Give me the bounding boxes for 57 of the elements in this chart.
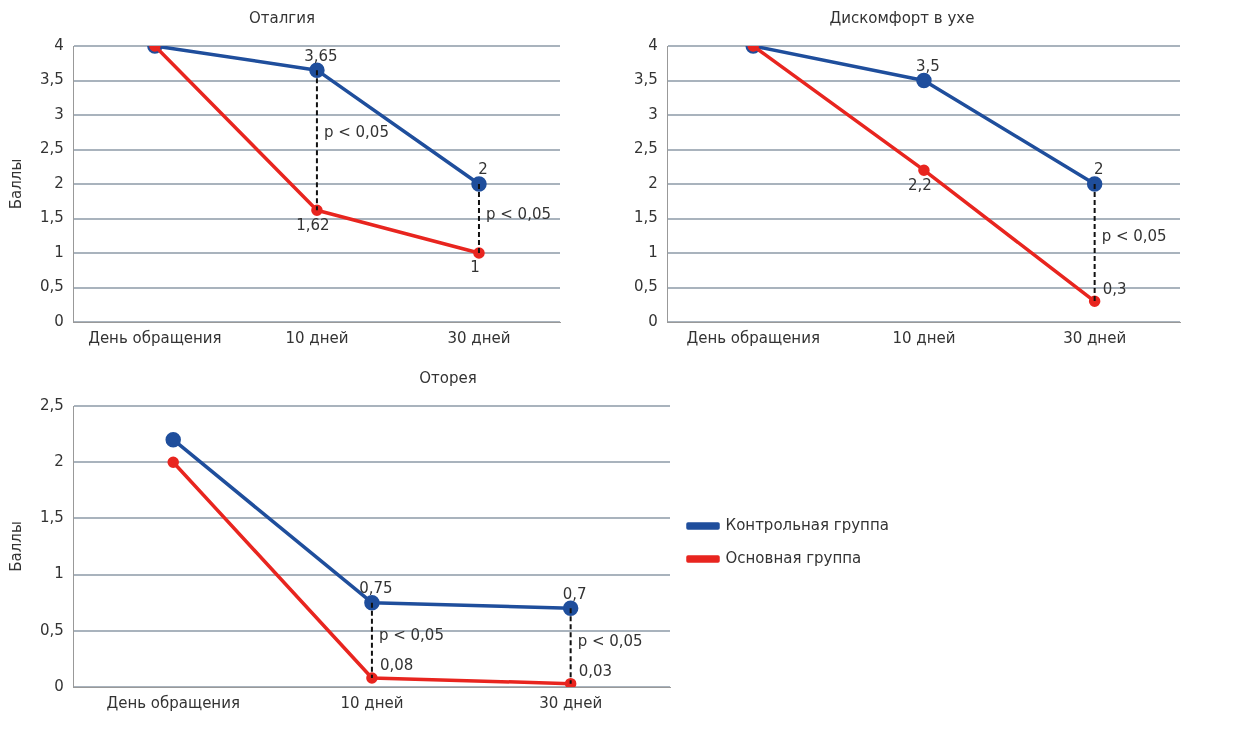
- x-tick-label: День обращения: [88, 328, 222, 347]
- x-tick-label: 30 дней: [447, 328, 511, 347]
- y-tick-label: 1: [54, 242, 64, 261]
- y-tick-label: 0: [54, 311, 64, 330]
- y-tick-label: 2,5: [634, 139, 658, 158]
- chart-title: Оторея: [419, 368, 477, 387]
- data-label: 0,3: [1102, 279, 1127, 298]
- y-tick-label: 1: [648, 242, 658, 261]
- y-tick-label: 1,5: [634, 208, 658, 227]
- y-tick-label: 3: [54, 104, 64, 123]
- data-label: 0,03: [578, 662, 613, 681]
- y-tick-label: 1: [54, 564, 64, 583]
- legend-label: Контрольная группа: [725, 515, 889, 534]
- y-tick-label: 2,5: [40, 395, 64, 414]
- y-tick-label: 2: [648, 173, 658, 192]
- y-tick-label: 2: [54, 173, 64, 192]
- y-tick-label: 2: [54, 452, 64, 471]
- x-tick-label: 10 дней: [340, 693, 404, 712]
- data-label: 3,5: [916, 56, 940, 75]
- y-tick-label: 4: [54, 35, 64, 54]
- x-tick-label: 30 дней: [539, 693, 603, 712]
- legend-label: Основная группа: [725, 548, 862, 567]
- y-tick-label: 0: [54, 676, 64, 695]
- y-axis-title: Баллы: [6, 521, 25, 572]
- y-tick-label: 1,5: [40, 508, 64, 527]
- data-label: 2: [478, 160, 488, 179]
- x-tick-label: День обращения: [686, 328, 820, 347]
- y-tick-label: 0: [648, 311, 658, 330]
- x-tick-label: 10 дней: [285, 328, 349, 347]
- y-tick-label: 2,5: [40, 139, 64, 158]
- data-label: 2: [1093, 160, 1104, 179]
- x-tick-label: 30 дней: [1063, 328, 1127, 347]
- y-tick-label: 0,5: [634, 277, 658, 296]
- annotation: p < 0,05: [378, 626, 444, 645]
- data-label: 0,7: [562, 584, 587, 603]
- data-label: 0,08: [379, 656, 414, 675]
- data-label: 2,2: [908, 175, 932, 194]
- y-tick-label: 0,5: [40, 620, 64, 639]
- data-label: 1: [470, 258, 480, 277]
- data-label: 3,65: [304, 46, 338, 65]
- y-axis-title: Баллы: [6, 158, 25, 210]
- annotation: p < 0,05: [577, 632, 643, 651]
- data-label: 0,75: [359, 579, 393, 598]
- data-label: 1,62: [296, 215, 330, 234]
- y-tick-label: 1,5: [40, 208, 64, 227]
- y-tick-label: 3,5: [40, 70, 64, 89]
- annotation: p < 0,05: [323, 123, 389, 142]
- x-tick-label: День обращения: [106, 693, 240, 712]
- chart-title: Оталгия: [249, 8, 315, 27]
- annotation: p < 0,05: [1101, 226, 1167, 245]
- y-tick-label: 4: [648, 35, 658, 54]
- y-tick-label: 3,5: [634, 70, 658, 89]
- y-tick-label: 3: [648, 104, 658, 123]
- annotation: p < 0,05: [485, 204, 552, 223]
- chart-title: Дискомфорт в ухе: [829, 8, 975, 27]
- x-tick-label: 10 дней: [892, 328, 956, 347]
- y-tick-label: 0,5: [40, 277, 64, 296]
